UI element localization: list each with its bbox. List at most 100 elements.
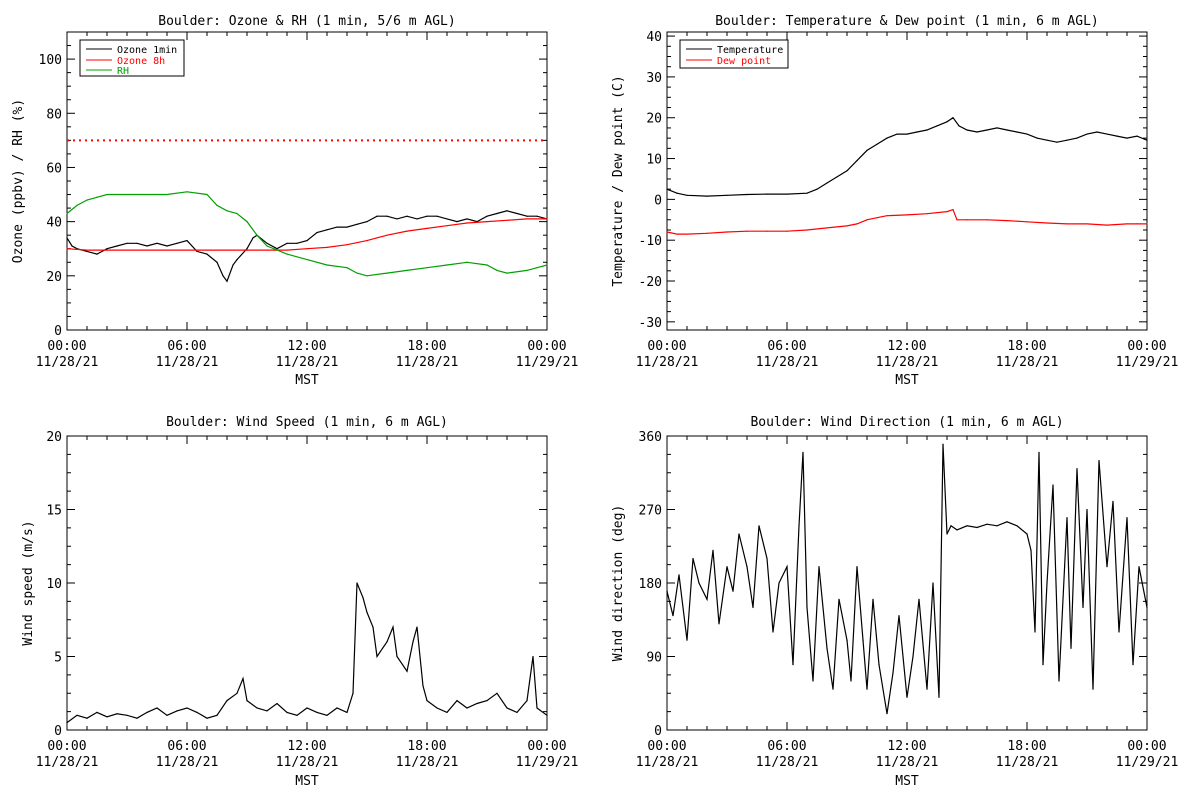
data-point — [1082, 606, 1084, 609]
x-tick-label-date: 11/28/21 — [396, 755, 459, 770]
data-point — [1006, 129, 1008, 131]
data-point — [686, 194, 688, 196]
data-point — [786, 230, 788, 232]
legend-label-dewpoint: Dew point — [717, 56, 771, 67]
data-point — [486, 700, 488, 702]
data-point — [906, 696, 908, 698]
x-axis-label: MST — [895, 373, 919, 388]
data-point — [666, 590, 668, 592]
x-tick-label-time: 18:00 — [1007, 739, 1046, 754]
data-point — [296, 242, 298, 244]
data-point — [826, 227, 828, 229]
data-point — [536, 267, 538, 269]
data-point — [106, 193, 108, 196]
panel-title: Boulder: Ozone & RH (1 min, 5/6 m AGL) — [158, 14, 455, 29]
data-point — [872, 598, 874, 600]
data-point — [106, 248, 108, 250]
data-point — [698, 582, 700, 584]
data-point — [752, 606, 754, 609]
y-tick-label: 270 — [639, 504, 662, 519]
data-point — [846, 170, 848, 172]
data-point — [676, 233, 678, 235]
data-point — [436, 215, 438, 217]
data-point — [838, 598, 840, 600]
series-line-wind-speed-m-s — [66, 582, 548, 724]
x-tick-label-time: 00:00 — [47, 339, 86, 354]
data-point — [486, 264, 488, 266]
y-tick-label: -10 — [639, 234, 662, 249]
data-point — [1146, 139, 1148, 141]
data-point — [486, 221, 488, 223]
data-point — [96, 196, 98, 198]
data-point — [516, 711, 518, 713]
data-point — [156, 242, 158, 244]
x-tick-label-time: 06:00 — [767, 739, 806, 754]
data-point — [506, 219, 508, 221]
data-point — [818, 566, 820, 568]
data-point — [886, 713, 888, 715]
data-point — [1034, 631, 1036, 633]
data-point — [1126, 517, 1128, 519]
data-point — [306, 240, 308, 242]
data-point — [798, 525, 800, 527]
data-point — [71, 245, 73, 247]
data-point — [712, 549, 714, 551]
plot-frame — [666, 435, 1148, 731]
data-point — [792, 664, 794, 666]
x-tick-label-time: 00:00 — [1127, 739, 1166, 754]
data-point — [126, 714, 128, 716]
data-point — [96, 253, 98, 255]
data-point — [426, 215, 428, 217]
data-point — [206, 717, 208, 719]
data-point — [986, 219, 988, 221]
data-point — [886, 215, 888, 217]
data-point — [386, 215, 388, 217]
plot-frame — [66, 435, 548, 731]
data-point — [246, 700, 248, 702]
data-point — [966, 129, 968, 131]
data-point — [406, 215, 408, 217]
data-point — [136, 242, 138, 244]
data-point — [146, 711, 148, 713]
data-point — [286, 253, 288, 255]
data-point — [376, 215, 378, 217]
data-point — [916, 131, 918, 133]
data-point — [456, 221, 458, 223]
data-point — [666, 231, 668, 233]
data-point — [726, 194, 728, 196]
data-point — [326, 714, 328, 716]
data-point — [1070, 647, 1072, 649]
data-point — [726, 566, 728, 568]
data-point — [718, 623, 720, 625]
data-point — [918, 598, 920, 600]
data-point — [846, 225, 848, 227]
data-point — [1046, 139, 1048, 141]
panel-temperature-dewpoint: Boulder: Temperature & Dew point (1 min,… — [611, 14, 1178, 388]
data-point — [506, 210, 508, 212]
data-point — [136, 717, 138, 719]
data-point — [672, 615, 674, 617]
x-tick-label-date: 11/28/21 — [636, 355, 699, 370]
y-tick-label: 20 — [46, 430, 62, 445]
data-point — [778, 582, 780, 584]
data-point — [1126, 137, 1128, 139]
data-point — [1086, 223, 1088, 225]
x-tick-label-time: 18:00 — [1007, 339, 1046, 354]
panel-wind-speed: Boulder: Wind Speed (1 min, 6 m AGL) Win… — [21, 415, 578, 789]
data-point — [1046, 222, 1048, 224]
data-point — [936, 125, 938, 127]
data-point — [772, 631, 774, 633]
data-point — [1042, 664, 1044, 666]
data-point — [766, 557, 768, 560]
data-point — [156, 707, 158, 709]
data-point — [246, 221, 248, 223]
data-point — [266, 710, 268, 712]
y-tick-label: -20 — [639, 275, 662, 290]
data-point — [196, 250, 198, 253]
x-tick-label-time: 00:00 — [1127, 339, 1166, 354]
y-tick-label: 180 — [639, 577, 662, 592]
data-point — [678, 574, 680, 576]
data-point — [96, 711, 98, 713]
data-point — [1066, 139, 1068, 141]
data-point — [366, 240, 368, 242]
